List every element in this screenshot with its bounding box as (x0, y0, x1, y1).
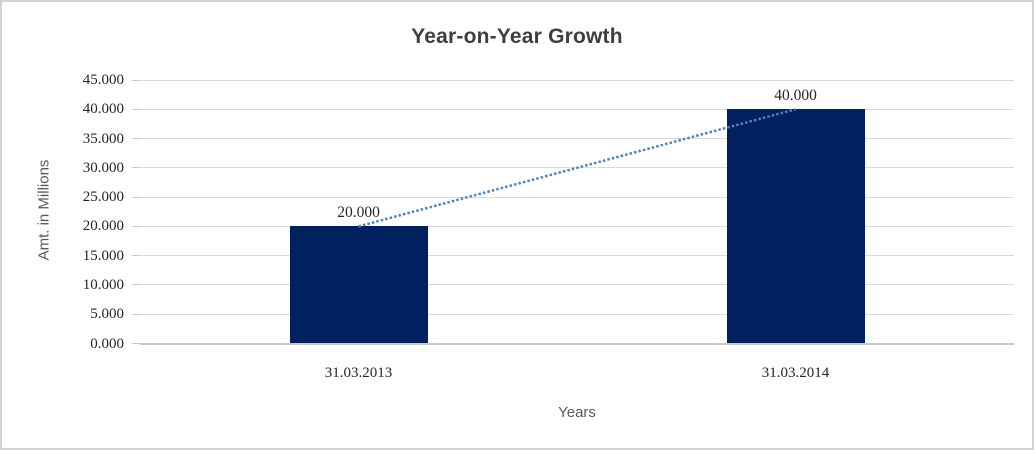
y-tick-mark (132, 343, 140, 344)
y-tick-label: 10.000 (82, 276, 124, 293)
y-tick-label: 40.000 (82, 101, 124, 118)
gridline (140, 108, 1014, 110)
y-tick-mark (132, 108, 140, 110)
gridline (140, 138, 1014, 140)
gridline (140, 225, 1014, 227)
x-tick-label: 31.03.2014 (761, 365, 830, 381)
x-axis-title: Years (558, 404, 596, 421)
gridline (140, 313, 1014, 315)
x-tick-label: 31.03.2013 (324, 365, 393, 381)
y-tick-label: 5.000 (90, 306, 124, 323)
chart-title: Year-on-Year Growth (411, 25, 623, 48)
y-tick-label: 20.000 (82, 218, 124, 235)
y-tick-mark (132, 167, 140, 169)
y-tick-mark (132, 313, 140, 315)
bar-data-label: 20.000 (337, 204, 380, 222)
gridline (140, 255, 1014, 257)
y-tick-mark (132, 225, 140, 227)
gridline (140, 167, 1014, 169)
gridline (140, 79, 1014, 81)
y-tick-mark (132, 138, 140, 140)
y-tick-label: 30.000 (82, 159, 124, 176)
bar (289, 226, 428, 344)
y-tick-mark (132, 255, 140, 257)
y-tick-label: 0.000 (90, 335, 124, 352)
y-tick-mark (132, 284, 140, 286)
y-tick-label: 45.000 (82, 72, 124, 88)
y-tick-mark (132, 196, 140, 198)
bar-data-label: 40.000 (774, 87, 817, 105)
gridline (140, 284, 1014, 286)
x-axis-line (140, 342, 1014, 345)
y-tick-mark (132, 79, 140, 81)
y-tick-label: 35.000 (82, 130, 124, 147)
bar (726, 109, 865, 344)
gridline (140, 196, 1014, 198)
y-tick-label: 25.000 (82, 189, 124, 206)
y-tick-label: 15.000 (82, 247, 124, 264)
